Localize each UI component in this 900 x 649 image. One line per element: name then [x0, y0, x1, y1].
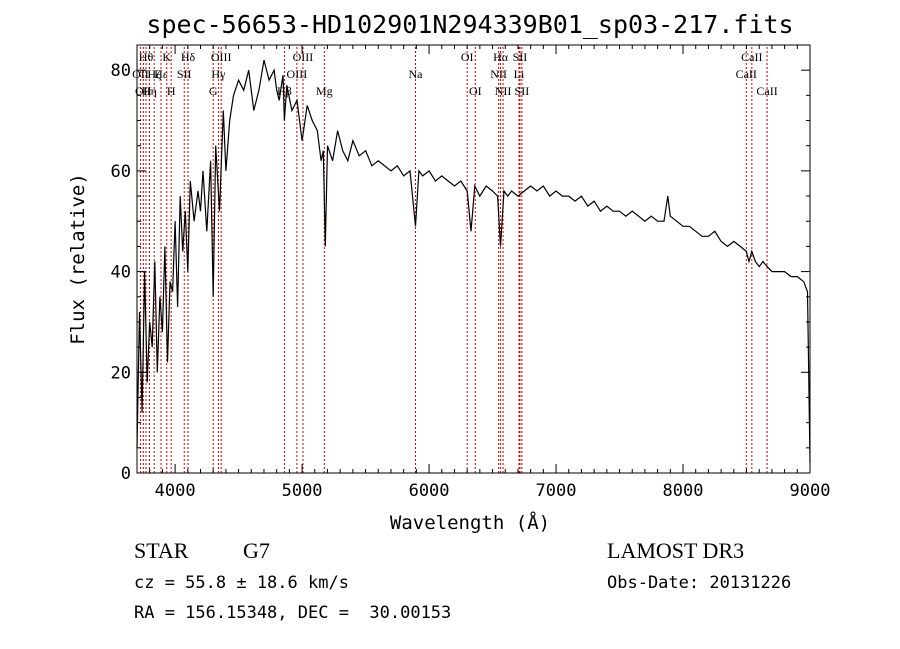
spectral-line-label: Hε	[154, 67, 168, 81]
spectral-line-label: SII	[515, 84, 530, 98]
spectral-line-label: Hβ	[277, 84, 292, 98]
x-axis-label: Wavelength (Å)	[390, 511, 550, 534]
spectral-line-label: Hθ	[139, 50, 154, 64]
spectral-line-label: SII	[513, 50, 528, 64]
spectral-line-label: H	[167, 84, 176, 98]
survey-name: LAMOST DR3	[607, 538, 745, 563]
spectral-line-label: OIII	[293, 50, 314, 64]
x-tick-label: 8000	[663, 481, 704, 501]
spectral-line-label: OII	[135, 84, 152, 98]
x-tick-label: 7000	[536, 481, 577, 501]
object-subclass: G7	[243, 538, 270, 563]
spectrum-line	[136, 59, 811, 463]
object-class: STAR	[134, 538, 189, 563]
spectral-line-label: Hδ	[181, 50, 196, 64]
y-tick-label: 20	[111, 363, 131, 383]
plot-frame	[136, 44, 811, 474]
spectral-line-label: Hη	[142, 84, 157, 98]
y-tick-label: 60	[111, 162, 131, 182]
spectral-line-label: Mg	[316, 84, 333, 98]
spectral-line-label: CaII	[741, 50, 762, 64]
spectral-line-label: Hζ	[147, 67, 161, 81]
spectral-lines	[139, 47, 768, 473]
spectral-line-label: G	[209, 84, 218, 98]
spectral-line-label: Hγ	[211, 67, 226, 81]
spectral-line-label: OIII	[211, 50, 232, 64]
y-axis: 0 20 40 60 80	[111, 44, 810, 484]
spectral-line-label: OI	[461, 50, 474, 64]
spectral-line-label: OII	[132, 67, 149, 81]
spectral-line-label: NII	[490, 67, 507, 81]
spectral-line-label: CaII	[756, 84, 777, 98]
spectral-line-label: K	[162, 50, 171, 64]
spectral-line-labels: OIIOIIHθHηHζHεKHSIIHδGHγOIIIHβOIIIOIIIMg…	[132, 50, 778, 98]
spectral-line-label: CaII	[736, 67, 757, 81]
spectral-line-label: SII	[177, 67, 192, 81]
spectral-line-label: OI	[469, 84, 482, 98]
spectral-line-label: NII	[495, 84, 512, 98]
observation-date: Obs-Date: 20131226	[607, 573, 792, 593]
y-tick-label: 40	[111, 263, 131, 283]
y-tick-label: 80	[111, 61, 131, 81]
x-axis: 4000 5000 6000 7000 8000 9000	[136, 45, 831, 501]
redshift-velocity: cz = 55.8 ± 18.6 km/s	[134, 573, 349, 593]
x-tick-label: 6000	[409, 481, 450, 501]
coordinates: RA = 156.15348, DEC = 30.00153	[134, 603, 452, 623]
spectral-line-label: Li	[514, 67, 525, 81]
spectral-line-label: Hα	[493, 50, 509, 64]
y-tick-label: 0	[121, 464, 131, 484]
y-axis-label: Flux (relative)	[67, 173, 89, 345]
chart-title: spec-56653-HD102901N294339B01_sp03-217.f…	[146, 10, 793, 39]
spectral-line-label: Na	[408, 67, 423, 81]
spectral-line-label: OIII	[287, 67, 308, 81]
x-tick-label: 9000	[790, 481, 831, 501]
x-tick-label: 4000	[155, 481, 196, 501]
x-tick-label: 5000	[282, 481, 323, 501]
